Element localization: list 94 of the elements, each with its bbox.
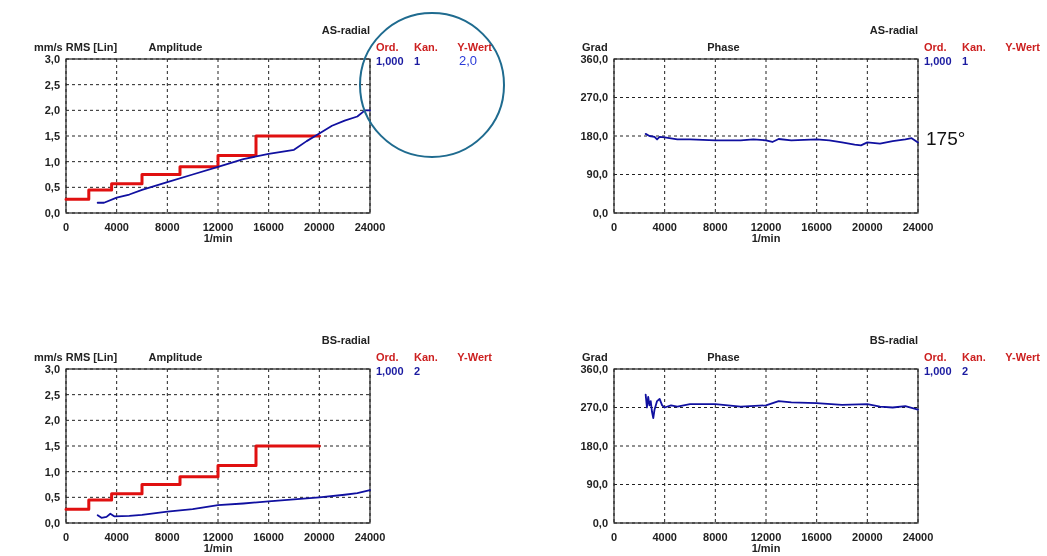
x-tick-label: 4000 bbox=[652, 531, 677, 543]
x-tick-label: 20000 bbox=[852, 531, 883, 543]
x-tick-label: 24000 bbox=[902, 221, 934, 233]
text: Kan. bbox=[414, 351, 438, 363]
text: 1,000 bbox=[924, 55, 952, 67]
text: Y-Wert bbox=[457, 351, 493, 363]
text: 2 bbox=[962, 365, 969, 377]
text: 2 bbox=[414, 365, 421, 377]
y-tick-label: 3,0 bbox=[44, 52, 60, 65]
annotation: 175° bbox=[926, 127, 966, 149]
x-tick-label: 20000 bbox=[304, 531, 335, 543]
text: 1,000 bbox=[924, 365, 952, 377]
y-tick-label: 1,5 bbox=[44, 129, 60, 142]
text: 1,000 bbox=[376, 55, 404, 67]
y-tick-label: 1,0 bbox=[44, 155, 60, 168]
y-tick-label: 0,0 bbox=[44, 206, 60, 219]
x-axis-title: 1/min bbox=[203, 232, 233, 244]
text: Y-Wert bbox=[1005, 41, 1041, 53]
x-tick-label: 0 bbox=[62, 531, 70, 543]
x-tick-label: 20000 bbox=[304, 221, 335, 233]
text: 2,0 bbox=[458, 53, 478, 68]
y-tick-label: 360,0 bbox=[580, 362, 608, 375]
x-tick-label: 0 bbox=[610, 531, 618, 543]
x-tick-label: 16000 bbox=[801, 221, 832, 233]
x-tick-label: 8000 bbox=[155, 531, 180, 543]
x-tick-label: 4000 bbox=[652, 221, 677, 233]
text: 1 bbox=[414, 55, 421, 67]
y-tick-label: 180,0 bbox=[580, 129, 608, 142]
y-tick-label: 180,0 bbox=[580, 439, 608, 452]
x-tick-label: 24000 bbox=[902, 531, 934, 543]
y-tick-label: 2,0 bbox=[44, 104, 60, 117]
y-tick-label: 0,0 bbox=[592, 516, 608, 529]
line-series bbox=[644, 132, 919, 147]
text: Kan. bbox=[414, 41, 438, 53]
x-tick-label: 12000 bbox=[202, 531, 234, 543]
y-tick-label: 1,5 bbox=[44, 439, 60, 452]
x-tick-label: 24000 bbox=[354, 221, 386, 233]
x-tick-label: 8000 bbox=[703, 221, 728, 233]
chart-subtitle: AS-radial bbox=[321, 24, 370, 36]
y-tick-label: 0,5 bbox=[44, 181, 60, 194]
chart-title: Phase bbox=[707, 41, 740, 53]
y-tick-label: 1,0 bbox=[44, 465, 60, 478]
x-tick-label: 16000 bbox=[253, 531, 284, 543]
text: Kan. bbox=[962, 41, 986, 53]
x-tick-label: 12000 bbox=[750, 531, 782, 543]
x-axis-title: 1/min bbox=[203, 542, 233, 554]
y-axis-title: Grad bbox=[582, 351, 608, 363]
y-axis-title: Grad bbox=[582, 41, 608, 53]
y-tick-label: 0,0 bbox=[44, 516, 60, 529]
text: Ord. bbox=[924, 351, 947, 363]
line-series bbox=[96, 109, 371, 204]
x-axis-title: 1/min bbox=[751, 542, 781, 554]
text: Y-Wert bbox=[1005, 351, 1041, 363]
chart-title: Amplitude bbox=[148, 41, 203, 53]
x-tick-label: 16000 bbox=[253, 221, 284, 233]
x-tick-label: 4000 bbox=[104, 221, 129, 233]
y-tick-label: 3,0 bbox=[44, 362, 60, 375]
chart-subtitle: BS-radial bbox=[869, 334, 918, 346]
text: Ord. bbox=[376, 351, 399, 363]
y-tick-label: 0,5 bbox=[44, 491, 60, 504]
x-tick-label: 12000 bbox=[750, 221, 782, 233]
x-tick-label: 8000 bbox=[703, 531, 728, 543]
x-tick-label: 0 bbox=[610, 221, 618, 233]
y-tick-label: 2,5 bbox=[44, 388, 60, 401]
text: Kan. bbox=[962, 351, 986, 363]
text: Y-Wert bbox=[457, 41, 493, 53]
y-tick-label: 270,0 bbox=[580, 91, 608, 104]
x-axis-title: 1/min bbox=[751, 232, 781, 244]
x-tick-label: 0 bbox=[62, 221, 70, 233]
text: 1 bbox=[962, 55, 969, 67]
line-series bbox=[96, 489, 371, 519]
y-tick-label: 0,0 bbox=[592, 206, 608, 219]
text: 1,000 bbox=[376, 365, 404, 377]
chart-subtitle: BS-radial bbox=[321, 334, 370, 346]
chart-subtitle: AS-radial bbox=[869, 24, 918, 36]
y-tick-label: 270,0 bbox=[580, 401, 608, 414]
x-tick-label: 12000 bbox=[202, 221, 234, 233]
text: Ord. bbox=[924, 41, 947, 53]
x-tick-label: 20000 bbox=[852, 221, 883, 233]
y-tick-label: 2,5 bbox=[44, 78, 60, 91]
y-axis-title: mm/s RMS [Lin] bbox=[34, 41, 118, 53]
x-tick-label: 8000 bbox=[155, 221, 180, 233]
y-tick-label: 360,0 bbox=[580, 52, 608, 65]
text: Ord. bbox=[376, 41, 399, 53]
y-tick-label: 90,0 bbox=[586, 478, 608, 491]
y-axis-title: mm/s RMS [Lin] bbox=[34, 351, 118, 363]
x-tick-label: 24000 bbox=[354, 531, 386, 543]
line-series bbox=[644, 393, 919, 420]
chart-title: Phase bbox=[707, 351, 740, 363]
y-tick-label: 90,0 bbox=[586, 168, 608, 181]
x-tick-label: 4000 bbox=[104, 531, 129, 543]
chart-title: Amplitude bbox=[148, 351, 203, 363]
x-tick-label: 16000 bbox=[801, 531, 832, 543]
y-tick-label: 2,0 bbox=[44, 414, 60, 427]
